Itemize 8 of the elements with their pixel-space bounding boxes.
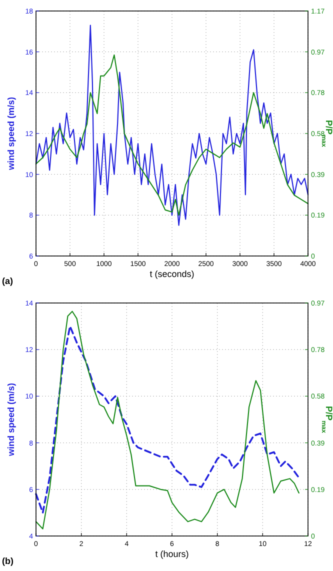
- text: (a): [2, 276, 13, 286]
- x-axis-title: t (hours): [155, 549, 189, 559]
- line-series: [35, 24, 309, 226]
- text: (b): [2, 556, 14, 566]
- y-axis-title: wind speed (m/s): [6, 96, 16, 172]
- x-axis-title: t (seconds): [150, 269, 194, 279]
- y-axis-title: wind speed (m/s): [6, 382, 16, 458]
- line-series: [35, 54, 309, 216]
